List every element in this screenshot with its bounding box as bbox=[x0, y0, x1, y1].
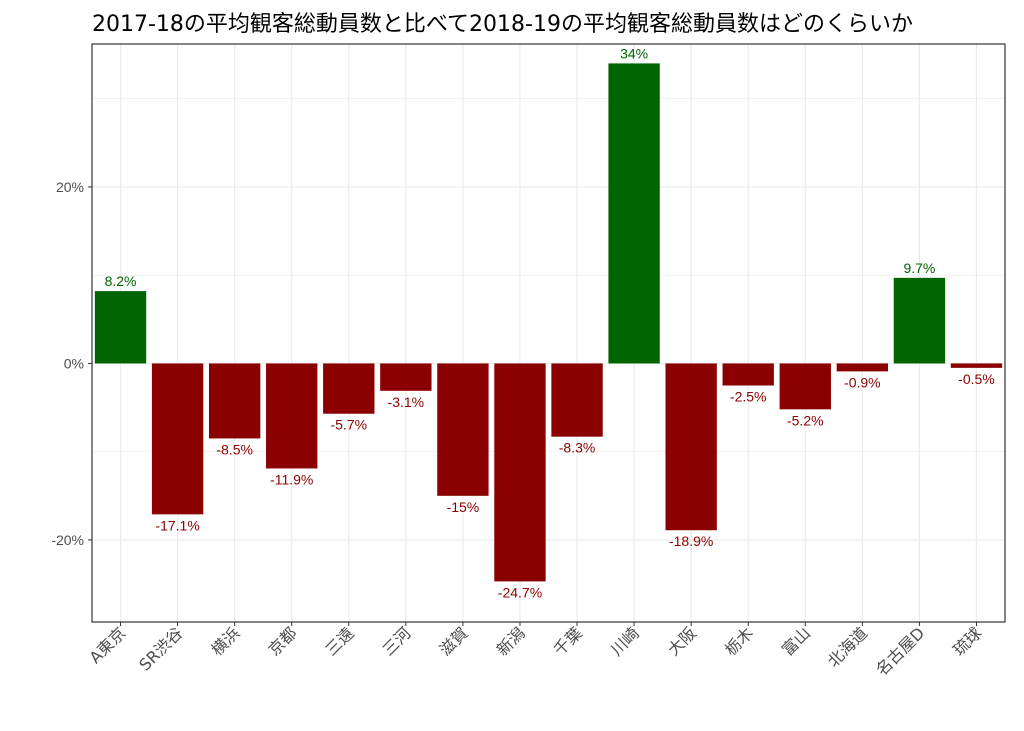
x-tick-label: SR渋谷 bbox=[135, 623, 186, 674]
x-tick-label: 北海道 bbox=[824, 623, 871, 670]
x-tick-label: 三遠 bbox=[322, 623, 358, 659]
bar bbox=[208, 363, 261, 439]
data-label: -0.9% bbox=[844, 374, 881, 390]
bar bbox=[950, 363, 1003, 368]
bar bbox=[437, 363, 489, 496]
data-label: -5.7% bbox=[330, 417, 367, 433]
bar bbox=[551, 363, 603, 437]
bars bbox=[94, 63, 1003, 582]
bar bbox=[779, 363, 831, 410]
data-labels: 8.2% -17.1% -8.5% -11.9% -5.7% -3.1% -15% -24.7… bbox=[105, 45, 995, 600]
x-tick-label: 三河 bbox=[379, 623, 415, 659]
x-tick-label: 川崎 bbox=[607, 623, 643, 659]
x-tick-label: 栃木 bbox=[721, 623, 757, 659]
bar bbox=[608, 63, 660, 364]
x-tick-label: 富山 bbox=[778, 623, 814, 659]
data-label: -11.9% bbox=[270, 471, 313, 487]
bar bbox=[380, 363, 432, 391]
bar bbox=[151, 363, 204, 515]
data-label: -3.1% bbox=[388, 394, 425, 410]
grid-lines bbox=[92, 44, 1005, 622]
x-axis: A東京 SR渋谷 横浜 京都 三遠 三河 滋賀 新潟 千葉 川崎 大阪 栃木 富山 北海道 名古屋D 琉球 bbox=[86, 622, 985, 679]
data-label: 9.7% bbox=[903, 260, 935, 276]
bar bbox=[94, 291, 147, 364]
data-label: 8.2% bbox=[105, 273, 137, 289]
bar bbox=[266, 363, 318, 469]
bar bbox=[722, 363, 774, 386]
y-axis: -20% 0% 20% bbox=[51, 179, 92, 548]
data-label: -8.3% bbox=[559, 440, 596, 456]
y-tick-label: -20% bbox=[51, 532, 84, 548]
chart-title: 2017-18の平均観客総動員数と比べて2018-19の平均観客総動員数はどのく… bbox=[92, 12, 913, 37]
data-label: -24.7% bbox=[498, 584, 542, 600]
bar bbox=[893, 277, 946, 364]
data-label: -5.2% bbox=[787, 412, 824, 428]
y-tick-label: 20% bbox=[56, 179, 84, 195]
x-tick-label: A東京 bbox=[86, 623, 130, 667]
data-label: -2.5% bbox=[730, 389, 767, 405]
y-tick-label: 0% bbox=[64, 355, 84, 371]
data-label: -15% bbox=[447, 499, 480, 515]
data-label: -17.1% bbox=[155, 517, 199, 533]
x-tick-label: 京都 bbox=[264, 623, 300, 659]
data-label: -0.5% bbox=[958, 371, 995, 387]
panel-border bbox=[91, 43, 1006, 623]
x-tick-label: 新潟 bbox=[493, 623, 529, 659]
data-label: -8.5% bbox=[216, 441, 253, 457]
bar bbox=[665, 363, 717, 531]
bar bbox=[836, 363, 889, 372]
x-tick-label: 滋賀 bbox=[436, 623, 472, 659]
bar bbox=[323, 363, 375, 414]
x-tick-label: 名古屋D bbox=[872, 623, 928, 679]
x-tick-label: 千葉 bbox=[550, 623, 586, 659]
data-label: 34% bbox=[620, 45, 648, 61]
x-tick-label: 横浜 bbox=[207, 623, 243, 659]
bar bbox=[494, 363, 546, 582]
data-label: -18.9% bbox=[669, 533, 713, 549]
x-tick-label: 琉球 bbox=[949, 623, 985, 659]
x-tick-label: 大阪 bbox=[664, 623, 700, 659]
